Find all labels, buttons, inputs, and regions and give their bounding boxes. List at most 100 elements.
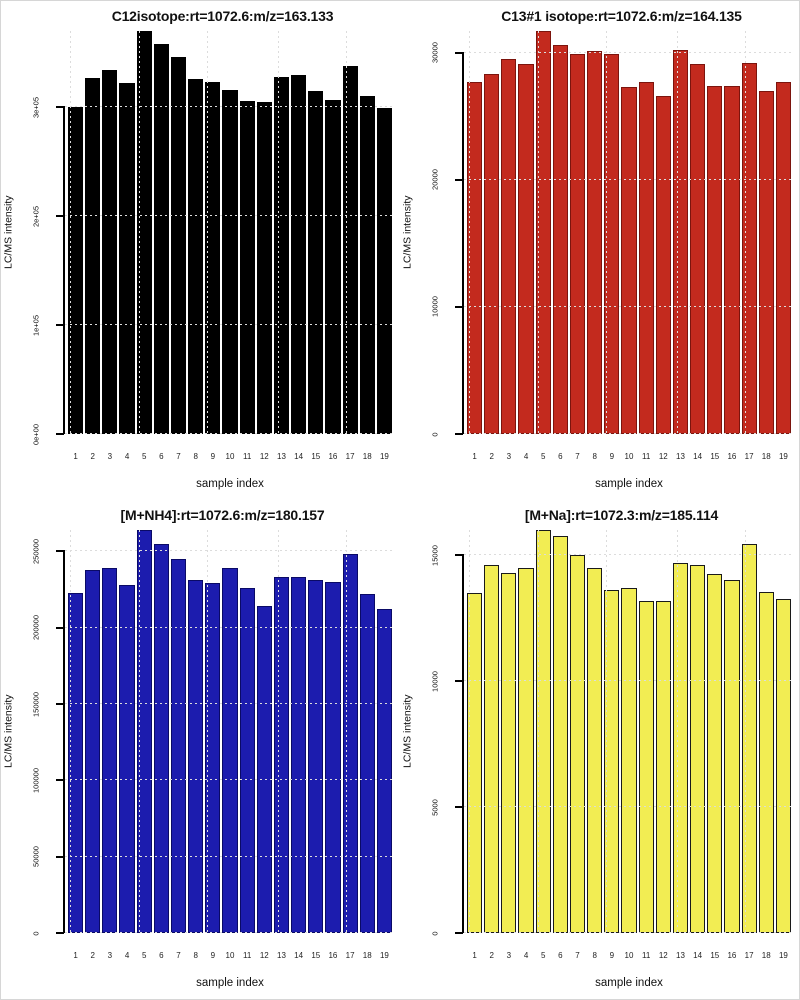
x-axis-label: sample index: [595, 478, 663, 490]
horizontal-gridline: [464, 680, 794, 682]
bar-sample-4: [518, 64, 534, 434]
x-tick-label: 3: [506, 951, 512, 960]
bar-sample-19: [775, 599, 791, 933]
x-tick-label: 16: [727, 452, 737, 461]
x-tick-label: 11: [242, 951, 252, 960]
x-tick-label: 10: [225, 452, 235, 461]
bar-sample-15: [308, 580, 324, 933]
y-tick-mark: [455, 305, 463, 308]
bars-container: [65, 530, 395, 933]
bar-sample-11: [239, 100, 255, 434]
plot-area: 0 50000 100000 150000 200000 250000: [32, 530, 395, 935]
bar-sample-14: [690, 565, 706, 933]
x-tick-label: 17: [345, 452, 355, 461]
y-tick-label: 150000: [31, 691, 41, 717]
bar-sample-7: [170, 559, 187, 933]
x-tick-label: 11: [641, 951, 651, 960]
y-tick-label: 3e+05: [31, 96, 41, 118]
x-tick-label: 19: [778, 452, 788, 461]
x-tick-label: 3: [506, 452, 512, 461]
bar-sample-2: [484, 565, 500, 933]
x-tick-label: 14: [693, 951, 703, 960]
x-tick-label: 5: [141, 452, 147, 461]
x-tick-label: 6: [558, 951, 563, 960]
bar-sample-14: [291, 577, 307, 933]
bar-sample-11: [638, 600, 654, 933]
y-tick-mark: [56, 626, 64, 629]
x-tick-label: 9: [210, 452, 216, 461]
bar-sample-15: [707, 85, 723, 434]
x-tick-label: 2: [90, 951, 95, 960]
bar-sample-7: [569, 555, 586, 933]
bar-sample-17: [741, 62, 757, 434]
bar-sample-17: [342, 65, 358, 434]
x-axis-label: sample index: [196, 478, 264, 490]
panel-m-nh4-adduct: [M+NH4]:rt=1072.6:m/z=180.157 LC/MS inte…: [1, 500, 400, 999]
vertical-gridline: [468, 31, 470, 434]
horizontal-gridline: [464, 554, 794, 556]
bar-sample-10: [621, 587, 637, 933]
x-tick-label: 3: [107, 951, 113, 960]
bar-sample-16: [325, 99, 341, 434]
y-tick-mark: [56, 779, 64, 782]
x-tick-label: 12: [658, 452, 668, 461]
bar-sample-12: [256, 101, 272, 434]
bar-sample-18: [359, 594, 375, 933]
x-tick-label: 15: [311, 452, 321, 461]
bar-sample-17: [342, 554, 358, 933]
y-tick-mark: [455, 680, 463, 683]
bar-sample-2: [85, 569, 101, 933]
y-axis-label: LC/MS intensity: [401, 195, 414, 270]
bar-sample-15: [707, 574, 723, 933]
horizontal-gridline: [65, 779, 395, 781]
vertical-gridline: [676, 530, 678, 933]
bar-sample-13: [672, 50, 689, 434]
x-tick-label: 2: [489, 951, 494, 960]
x-tick-labels: 1 2 3 4 5 6 7 8 9 10 11 12 13 14 15 16 17 18 19: [464, 452, 794, 466]
x-tick-label: 15: [710, 452, 720, 461]
bar-sample-3: [501, 58, 517, 434]
y-tick-label: 2e+05: [31, 205, 41, 227]
y-tick-mark: [56, 106, 64, 109]
y-tick-mark: [56, 855, 64, 858]
y-tick-label: 250000: [31, 538, 41, 564]
plot-area: 0 5000 10000 15000: [431, 530, 794, 935]
plot-area: 0 10000 20000 30000: [431, 31, 794, 436]
x-tick-label: 7: [176, 951, 181, 960]
x-tick-label: 13: [676, 452, 685, 461]
x-tick-label: 10: [624, 452, 634, 461]
x-tick-label: 13: [277, 452, 286, 461]
x-tick-label: 18: [761, 951, 771, 960]
bar-sample-18: [758, 591, 774, 933]
x-tick-label: 9: [609, 452, 615, 461]
bar-sample-4: [119, 83, 135, 434]
x-tick-label: 16: [328, 452, 338, 461]
vertical-gridline: [69, 530, 71, 933]
x-tick-label: 7: [176, 452, 181, 461]
y-tick-label: 1e+05: [31, 314, 41, 336]
bar-sample-10: [222, 568, 238, 933]
bar-sample-13: [672, 562, 689, 933]
bar-sample-11: [638, 81, 654, 434]
x-tick-label: 17: [345, 951, 355, 960]
y-tick-mark: [56, 550, 64, 553]
y-tick-label: 20000: [430, 169, 440, 191]
panel-title: C12isotope:rt=1072.6:m/z=163.133: [111, 8, 334, 24]
bar-sample-6: [153, 44, 169, 434]
bar-sample-14: [291, 74, 307, 434]
x-tick-label: 17: [744, 452, 754, 461]
x-tick-label: 7: [575, 452, 580, 461]
horizontal-gridline: [464, 178, 794, 180]
vertical-gridline: [346, 530, 348, 933]
y-tick-label: 30000: [430, 42, 440, 64]
x-tick-label: 17: [744, 951, 754, 960]
bar-sample-8: [587, 567, 603, 933]
horizontal-gridline: [65, 703, 395, 705]
bar-sample-7: [170, 57, 187, 434]
x-tick-label: 11: [641, 452, 651, 461]
horizontal-gridline: [65, 433, 395, 434]
bar-sample-10: [222, 89, 238, 434]
bar-sample-6: [552, 536, 568, 933]
bar-sample-16: [724, 580, 740, 933]
